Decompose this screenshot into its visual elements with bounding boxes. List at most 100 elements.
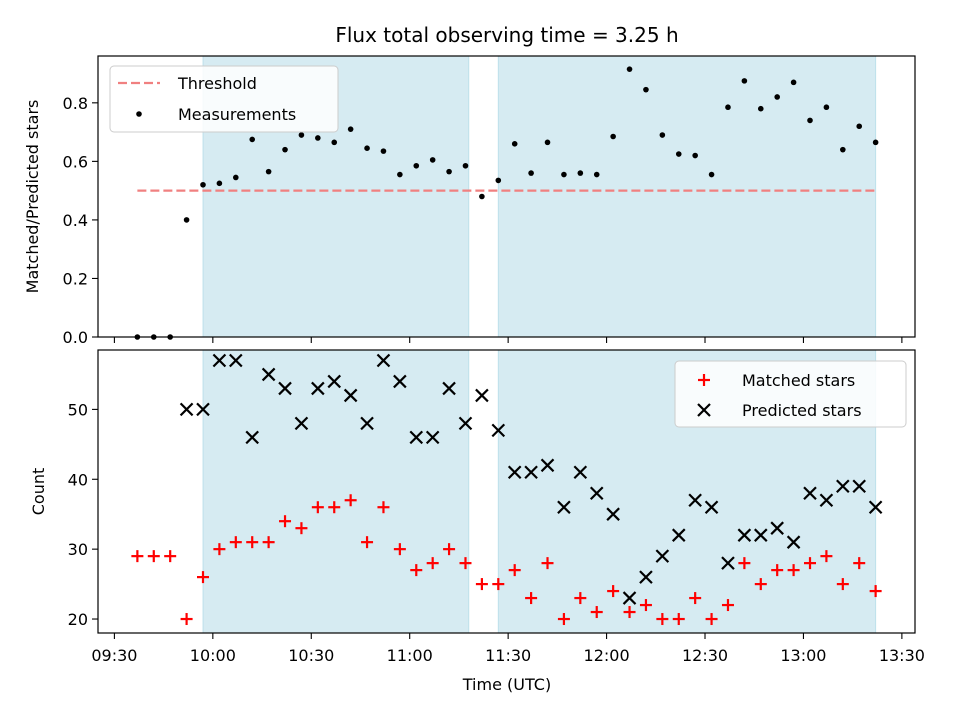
top-panel-frame: [97, 55, 916, 338]
legend-measurements-swatch: [136, 111, 142, 117]
measurement-point: [249, 136, 256, 143]
matched-stars-point: [131, 550, 144, 563]
measurement-point: [626, 66, 633, 72]
predicted-stars-point: [327, 374, 342, 389]
x-stroke: [639, 570, 653, 584]
predicted-stars-point: [737, 528, 752, 542]
matched-stars-point: [804, 557, 817, 570]
measurement-point: [790, 79, 797, 86]
matched-stars-point: [279, 515, 292, 528]
bottom-y-axis-label: Count: [29, 468, 48, 516]
measurement-point: [725, 104, 731, 111]
x-stroke: [819, 493, 834, 508]
x-stroke: [491, 423, 506, 438]
predicted-stars-point: [622, 591, 637, 605]
x-stroke: [360, 416, 374, 431]
measurement-point: [528, 170, 534, 176]
matched-stars-point: [574, 592, 587, 605]
x-stroke: [721, 556, 735, 570]
x-tick-label: 12:00: [584, 646, 630, 665]
matched-stars-point: [508, 564, 521, 577]
legend-matched-swatch: [698, 374, 710, 386]
x-stroke: [836, 479, 850, 494]
y-tick-label: 0.2: [63, 269, 88, 288]
predicted-stars-point: [655, 549, 670, 563]
y-tick-label: 30: [68, 540, 88, 559]
predicted-stars-point: [294, 416, 309, 431]
measurement-point: [380, 148, 387, 154]
legend-predicted-swatch: [697, 403, 711, 417]
measurement-point: [429, 157, 436, 163]
predicted-stars-point: [557, 500, 571, 515]
matched-stars-point: [771, 564, 784, 577]
measurement-point: [856, 123, 863, 130]
bottom-legend: Matched stars Predicted stars: [674, 360, 907, 428]
top-y-ticks: 0.0 0.2 0.4 0.6 0.8: [63, 94, 98, 347]
legend-matched-label: Matched stars: [742, 371, 855, 390]
matched-stars-point: [623, 606, 636, 619]
matched-stars-point: [295, 522, 308, 535]
x-stroke: [442, 381, 456, 396]
x-stroke: [697, 403, 711, 417]
y-tick-label: 20: [68, 610, 88, 629]
measurement-point: [593, 171, 600, 178]
matched-stars-point: [721, 599, 734, 612]
predicted-stars-point: [229, 353, 243, 368]
top-panel: 0.00.20.40.60.8 Matched/Predicted stars …: [23, 55, 916, 347]
predicted-stars-point: [721, 556, 735, 570]
shaded-interval: [497, 55, 877, 338]
y-tick-label: 50: [68, 400, 88, 419]
y-tick-label: 0.0: [63, 328, 88, 347]
x-stroke: [179, 402, 194, 417]
predicted-stars-point: [179, 402, 194, 417]
matched-stars-point: [393, 543, 406, 556]
x-stroke: [294, 416, 309, 431]
measurements-series: [134, 66, 879, 340]
predicted-stars-point: [360, 416, 374, 431]
measurement-point: [233, 174, 239, 181]
matched-stars-point: [689, 592, 702, 605]
matched-stars-point: [607, 585, 620, 598]
matched-stars-point: [754, 578, 767, 591]
measurement-point: [397, 171, 403, 178]
chart-title: Flux total observing time = 3.25 h: [335, 23, 678, 47]
measurement-point: [807, 117, 813, 124]
measurement-point: [675, 151, 682, 157]
measurement-point: [544, 139, 551, 146]
matched-stars-point: [164, 550, 177, 563]
measurement-point: [577, 170, 584, 176]
x-stroke: [376, 353, 391, 368]
measurement-point: [561, 171, 567, 178]
x-stroke: [540, 458, 555, 473]
predicted-stars-point: [376, 353, 391, 368]
measurement-point: [610, 133, 616, 140]
top-y-axis-label: Matched/Predicted stars: [23, 100, 42, 294]
y-tick-label: 40: [68, 470, 88, 489]
measurement-point: [282, 146, 288, 153]
x-stroke: [278, 381, 292, 396]
predicted-stars-point: [836, 479, 850, 494]
predicted-stars-point: [507, 465, 522, 480]
predicted-stars-point: [409, 430, 424, 445]
matched-stars-point: [787, 564, 800, 577]
matched-stars-point: [229, 536, 242, 549]
measurement-point: [823, 104, 830, 111]
legend-predicted-label: Predicted stars: [742, 401, 862, 420]
legend-measurements-label: Measurements: [178, 105, 296, 124]
top-x-ticks: [113, 337, 903, 343]
matched-stars-point: [426, 557, 439, 570]
x-tick-label: 09:30: [91, 646, 137, 665]
predicted-stars-point: [442, 381, 456, 396]
matched-stars-point: [820, 550, 833, 563]
predicted-stars-point: [524, 465, 538, 480]
predicted-stars-point: [540, 458, 555, 473]
matched-stars-point: [525, 592, 538, 605]
matched-stars-point: [410, 564, 423, 577]
matched-stars-point: [639, 599, 652, 612]
x-stroke: [393, 374, 407, 389]
matched-stars-point: [147, 550, 160, 563]
x-stroke: [229, 353, 243, 368]
measurement-point: [840, 146, 846, 153]
matched-stars-point: [443, 543, 456, 556]
